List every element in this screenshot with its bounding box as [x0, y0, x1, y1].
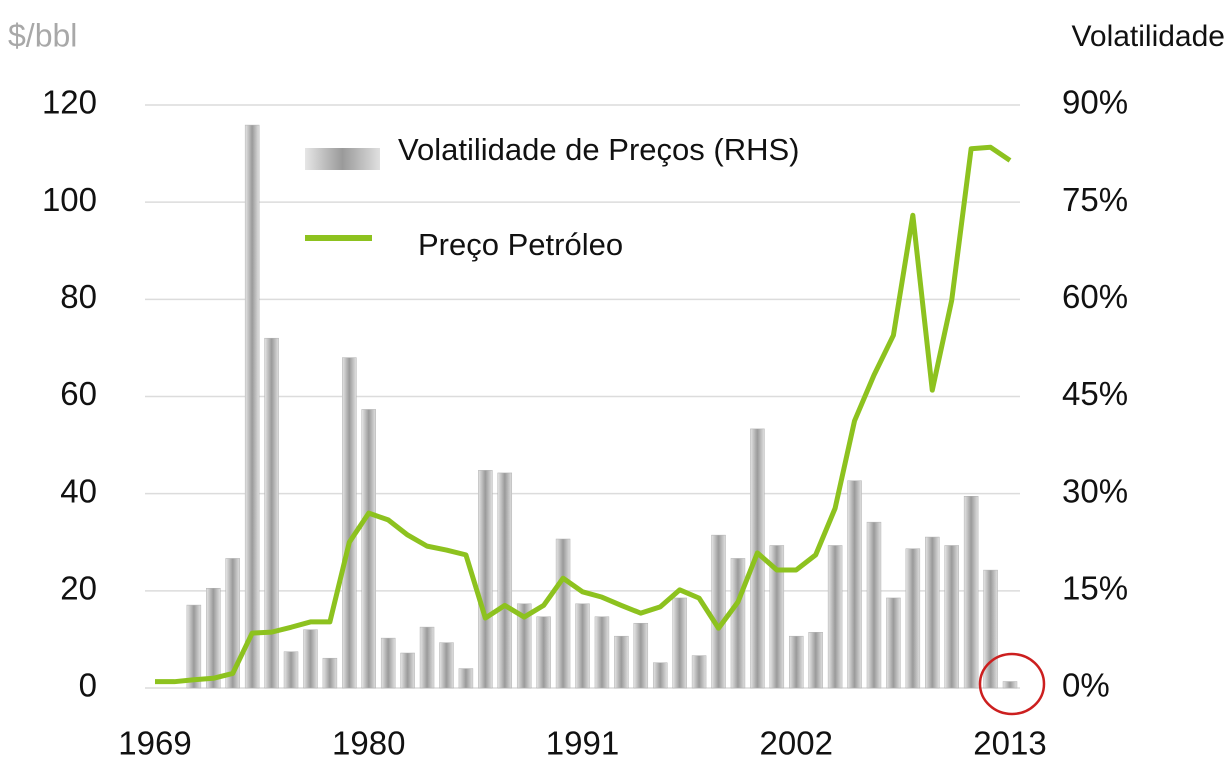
bar: [225, 558, 240, 689]
bar: [944, 545, 959, 689]
bar: [322, 657, 338, 689]
bar: [1002, 681, 1018, 689]
bar: [400, 652, 415, 689]
y-tick-label: 60: [60, 375, 97, 412]
y2-tick-label: 15%: [1062, 570, 1128, 607]
bar: [497, 472, 513, 689]
bar: [575, 603, 590, 689]
line: [155, 144, 1012, 685]
bar: [633, 622, 649, 689]
bar: [614, 635, 629, 689]
x-tick-label: 2002: [760, 725, 833, 762]
bar: [827, 545, 843, 689]
legend-label: Volatilidade de Preços (RHS): [398, 132, 799, 167]
y-tick-label: 20: [60, 570, 97, 607]
bar: [847, 480, 862, 689]
y-tick-label: 0: [79, 667, 97, 704]
y-tick-label: 80: [60, 278, 97, 315]
bar: [711, 534, 726, 689]
bar: [886, 597, 901, 689]
bar: [769, 545, 785, 689]
highlight-circle: [978, 652, 1046, 716]
bar: [555, 538, 571, 689]
bar: [516, 603, 532, 689]
legend-swatch: [305, 148, 380, 170]
bar: [691, 655, 707, 689]
bar: [439, 642, 454, 689]
y2-tick-label: 75%: [1062, 181, 1128, 218]
bar: [730, 558, 746, 689]
x-tick-label: 2013: [973, 725, 1046, 762]
y-tick-label: 40: [60, 472, 97, 509]
y-tick-label: 100: [42, 181, 97, 218]
bar: [206, 587, 221, 689]
bar: [478, 470, 493, 689]
bar: [905, 548, 921, 689]
bar: [380, 637, 396, 689]
x-tick-label: 1969: [118, 725, 191, 762]
bar: [244, 124, 260, 689]
bar: [186, 604, 202, 689]
bar: [458, 668, 474, 689]
bar: [419, 626, 435, 689]
bar: [866, 521, 882, 689]
y-axis-title: $/bbl: [8, 17, 77, 53]
bar: [808, 632, 823, 689]
bar: [925, 536, 940, 689]
bar: [283, 651, 299, 689]
bar: [983, 569, 998, 689]
y2-tick-label: 0%: [1062, 667, 1110, 704]
bar: [963, 496, 979, 689]
bar: [264, 337, 279, 689]
y2-tick-label: 45%: [1062, 375, 1128, 412]
y2-tick-label: 60%: [1062, 278, 1128, 315]
bar: [594, 616, 610, 689]
y-tick-label: 120: [42, 84, 97, 121]
bar: [672, 597, 687, 689]
bar: [303, 629, 318, 689]
bar: [652, 662, 668, 689]
y2-tick-label: 90%: [1062, 84, 1128, 121]
bar: [361, 409, 376, 689]
x-tick-label: 1991: [546, 725, 619, 762]
x-tick-label: 1980: [332, 725, 405, 762]
y2-axis-title: Volatilidade: [1072, 20, 1225, 53]
y2-tick-label: 30%: [1062, 472, 1128, 509]
bar: [536, 616, 551, 689]
bar: [342, 357, 357, 689]
legend-label: Preço Petróleo: [418, 227, 623, 262]
bar: [789, 635, 804, 689]
